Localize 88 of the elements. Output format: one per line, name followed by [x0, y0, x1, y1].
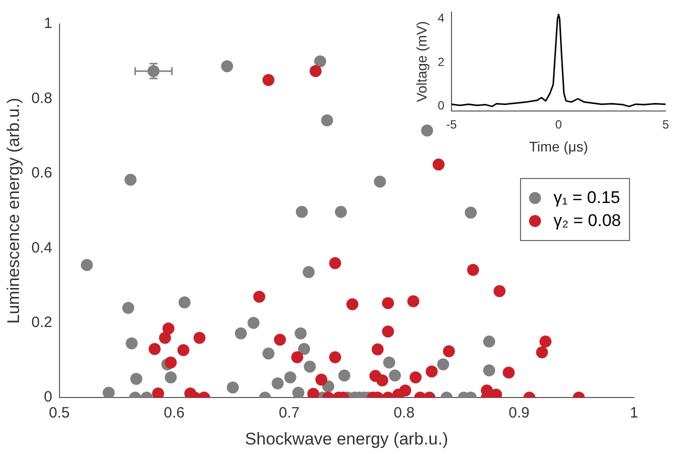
- point: [124, 174, 137, 186]
- point: [382, 325, 394, 338]
- point: [234, 327, 247, 340]
- point: [407, 295, 420, 308]
- point: [539, 336, 552, 348]
- legend-label: γ₂ = 0.08: [553, 211, 621, 231]
- point: [388, 370, 401, 382]
- point: [159, 332, 172, 344]
- point: [272, 377, 284, 390]
- point: [502, 366, 515, 379]
- point: [410, 371, 422, 384]
- y-axis-title: Voltage (mV): [413, 21, 430, 102]
- y-tick-label: 0.4: [31, 239, 52, 256]
- point: [177, 344, 190, 356]
- point: [432, 158, 445, 170]
- point: [164, 356, 177, 368]
- y-tick-label: 1: [44, 15, 52, 32]
- point: [221, 60, 234, 72]
- point: [164, 371, 177, 384]
- point: [162, 322, 174, 334]
- y-tick-label: 0.6: [31, 164, 52, 182]
- point: [310, 65, 322, 78]
- point: [248, 316, 260, 329]
- point: [483, 336, 496, 348]
- point: [307, 388, 320, 398]
- point: [284, 371, 296, 384]
- point: [304, 360, 316, 373]
- point: [298, 343, 310, 356]
- point: [178, 296, 191, 308]
- point: [383, 356, 396, 368]
- point: [80, 258, 93, 271]
- point: [292, 386, 304, 398]
- point: [372, 343, 384, 356]
- point: [346, 298, 358, 310]
- point: [376, 374, 388, 386]
- y-tick-label: 0: [44, 388, 52, 406]
- x-tick-label: 0.6: [164, 404, 185, 422]
- point: [382, 297, 394, 310]
- y-axis-title: Luminescence energy (arb.u.): [4, 98, 23, 324]
- point: [291, 351, 304, 364]
- point: [226, 382, 239, 394]
- point: [329, 351, 342, 364]
- point: [321, 114, 334, 126]
- x-axis-title: Shockwave energy (arb.u.): [245, 429, 448, 448]
- x-tick-label: 5: [662, 117, 670, 132]
- point: [536, 346, 548, 358]
- point: [126, 337, 138, 350]
- point: [338, 370, 350, 382]
- point: [483, 364, 496, 376]
- x-tick-label: 0: [555, 117, 562, 132]
- y-tick-label: 4: [438, 11, 445, 26]
- point: [315, 374, 328, 386]
- point: [314, 55, 326, 68]
- point: [130, 372, 142, 385]
- point: [274, 334, 286, 346]
- y-tick-label: 0.8: [31, 90, 52, 107]
- point: [421, 124, 434, 136]
- y-tick-label: 0.2: [31, 314, 52, 332]
- y-tick-label: 0: [438, 98, 445, 113]
- x-tick-label: 0.8: [394, 404, 415, 422]
- point: [262, 74, 274, 86]
- point: [464, 206, 477, 219]
- point: [152, 387, 164, 398]
- y-tick-label: 2: [438, 54, 445, 69]
- x-tick-label: 0.7: [278, 404, 300, 422]
- point: [437, 358, 450, 370]
- point: [334, 206, 347, 218]
- point: [374, 176, 386, 188]
- point: [442, 345, 455, 358]
- point: [122, 302, 134, 314]
- x-tick-label: 1: [630, 404, 638, 422]
- point: [494, 285, 506, 298]
- point: [148, 343, 161, 356]
- x-tick-label: 0.5: [48, 404, 70, 422]
- x-tick-label: 0.9: [508, 404, 530, 422]
- point: [302, 266, 315, 278]
- point: [296, 206, 308, 218]
- x-tick-label: -5: [446, 117, 458, 132]
- point: [193, 332, 206, 344]
- point: [294, 327, 307, 340]
- point: [262, 348, 274, 360]
- point: [253, 290, 266, 303]
- x-axis-title: Time (μs): [529, 138, 588, 154]
- point: [467, 264, 480, 276]
- point: [329, 257, 342, 270]
- point: [426, 365, 438, 378]
- point: [102, 386, 115, 398]
- legend-label: γ₁ = 0.15: [553, 188, 620, 208]
